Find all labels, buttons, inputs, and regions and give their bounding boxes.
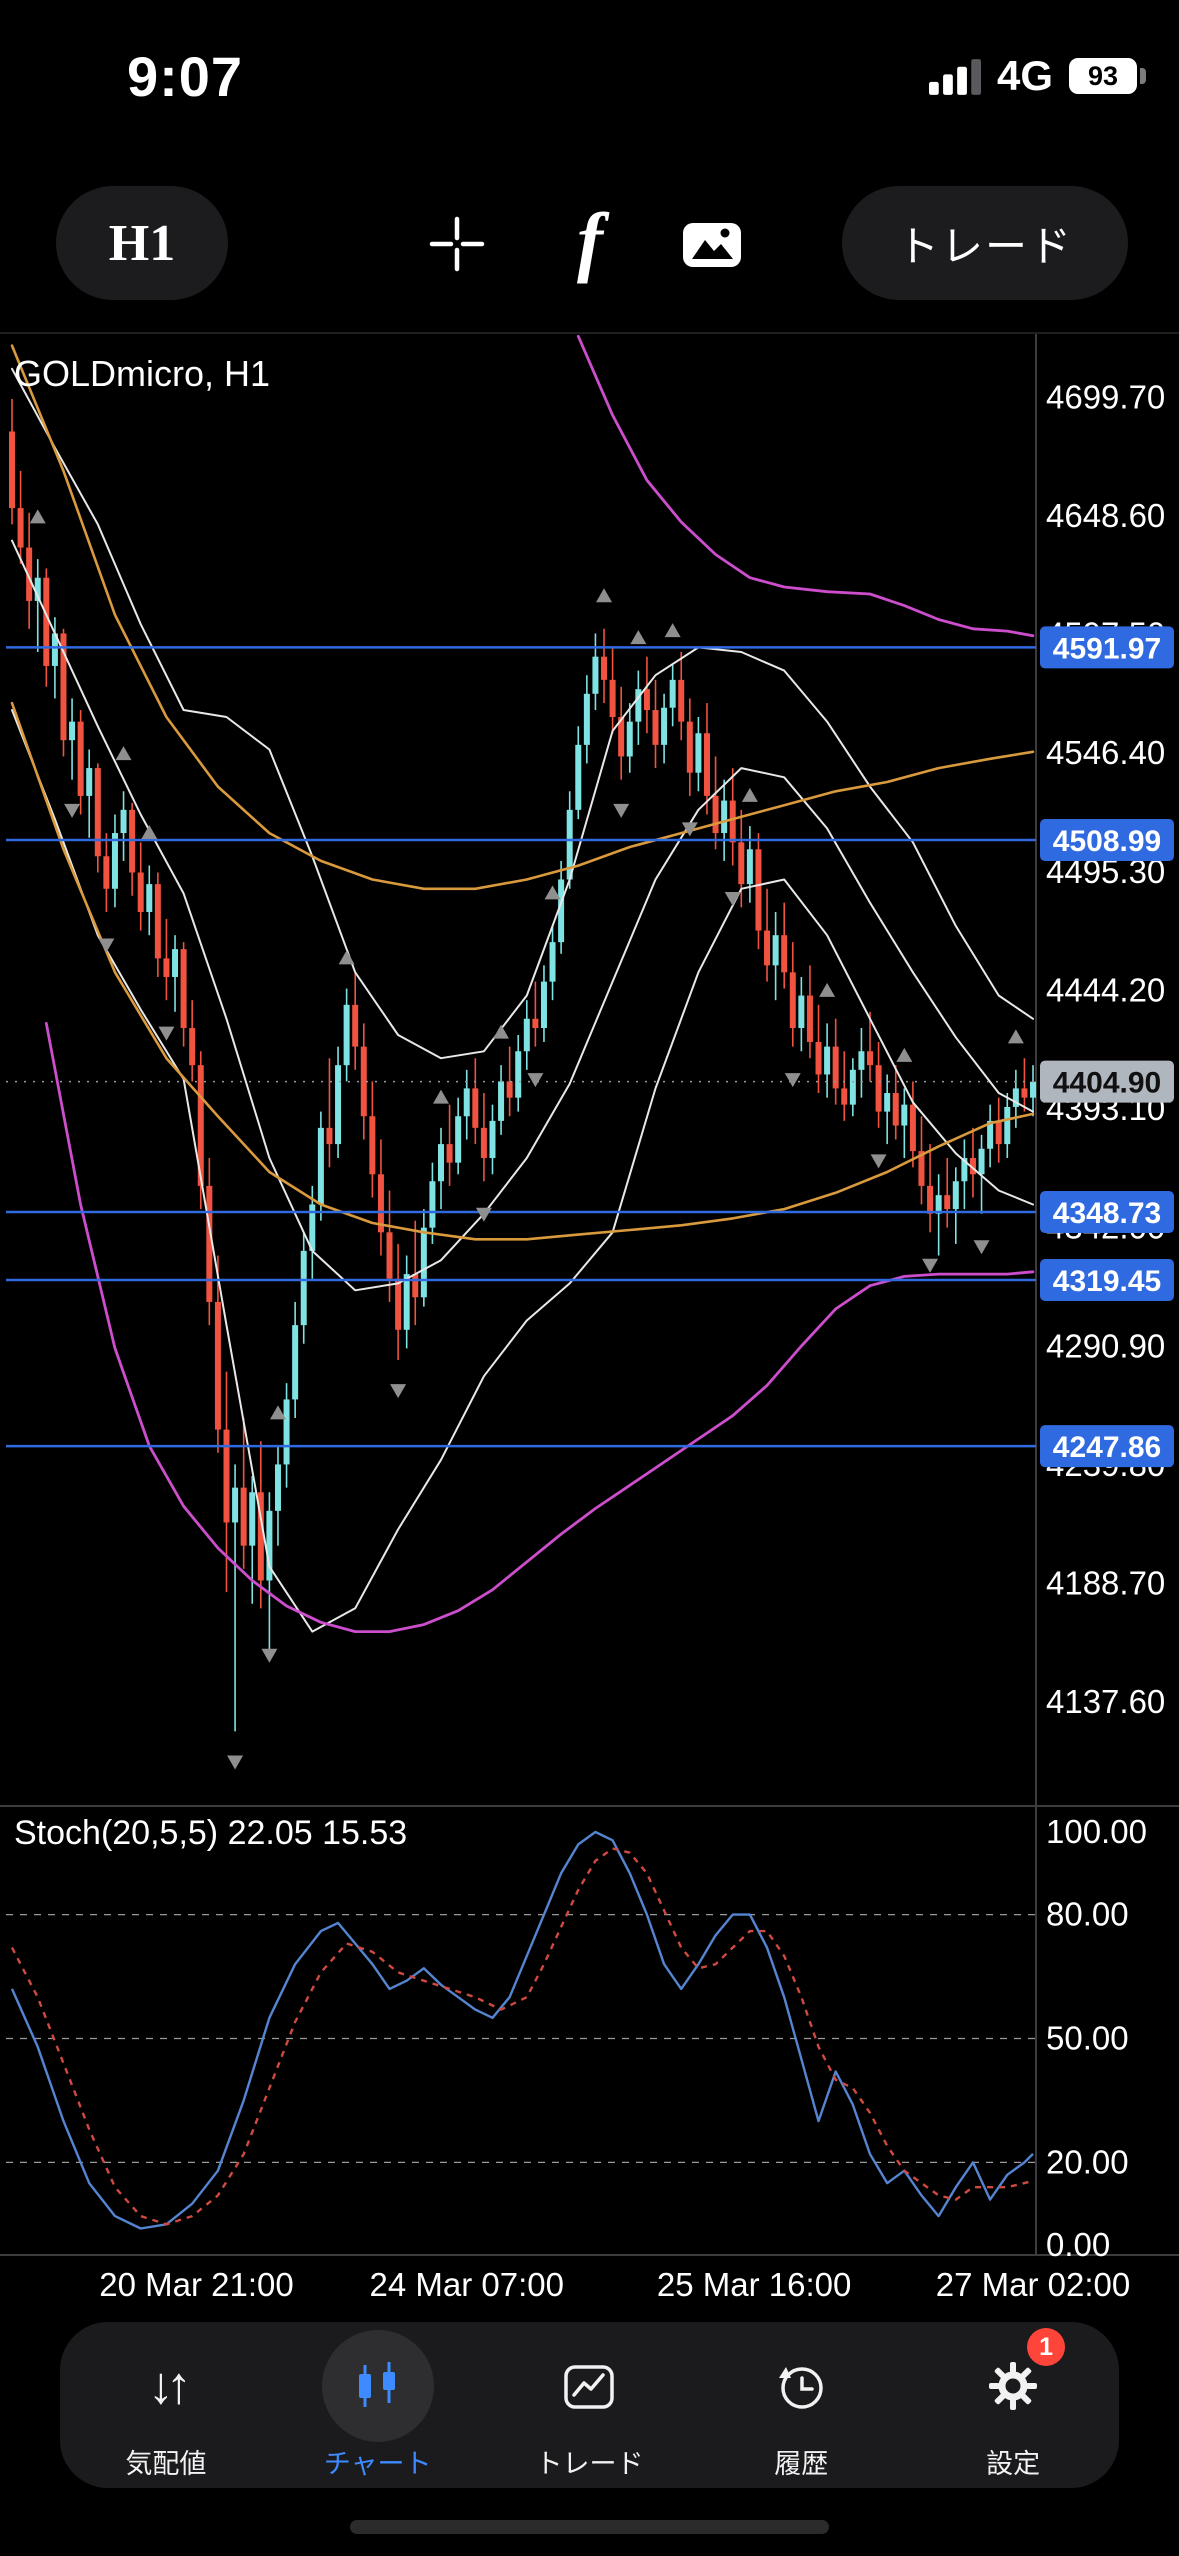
network-type-label: 4G [996,52,1053,99]
chart-title: GOLDmicro, H1 [14,353,270,394]
price-level-lines [6,646,1036,1448]
home-indicator[interactable] [350,2520,829,2534]
svg-text:4348.73: 4348.73 [1053,1197,1161,1230]
indicator-lines [10,334,1035,1633]
svg-text:4508.99: 4508.99 [1053,825,1161,858]
envelope-upper-magenta [576,334,1035,638]
svg-text:0.00: 0.00 [1046,2226,1110,2263]
svg-text:27 Mar 02:00: 27 Mar 02:00 [936,2266,1130,2303]
battery-nub [1140,68,1146,84]
nav-item-settings[interactable]: 1 設定 [907,2322,1119,2488]
band-middle-white [11,539,1034,1292]
quotes-icon: ↓↑ [147,2357,192,2415]
battery-percent: 93 [1087,60,1119,91]
nav-label-trade: トレード [535,2449,644,2479]
nav-item-chart[interactable]: チャート [272,2322,484,2488]
timeframe-button[interactable]: H1 [56,186,228,300]
svg-text:4319.45: 4319.45 [1053,1265,1161,1298]
svg-text:20 Mar 21:00: 20 Mar 21:00 [99,2266,293,2303]
svg-text:GOLDmicro, H1: GOLDmicro, H1 [14,353,270,394]
trade-button-label: トレード [896,222,1073,270]
nav-item-quotes[interactable]: ↓↑ 気配値 [60,2322,272,2488]
bottom-nav: ↓↑ 気配値 チャート トレード [60,2322,1119,2488]
settings-icon [989,2362,1038,2410]
svg-text:80.00: 80.00 [1046,1896,1129,1933]
stoch-panel: 100.00 80.00 50.00 20.00 0.00 Stoch(20,5,5) 2… [6,1813,1147,2263]
nav-label-settings: 設定 [986,2449,1041,2479]
chart-tab-icon [358,2362,395,2407]
svg-text:4699.70: 4699.70 [1046,378,1165,415]
svg-text:4546.40: 4546.40 [1046,734,1165,771]
svg-text:25 Mar 16:00: 25 Mar 16:00 [657,2266,851,2303]
envelope-lower-magenta [44,1022,1035,1633]
function-indicators-icon[interactable]: f [577,197,603,284]
svg-text:50.00: 50.00 [1046,2020,1129,2057]
svg-text:4444.20: 4444.20 [1046,971,1165,1008]
nav-item-trade[interactable]: トレード [484,2322,696,2488]
svg-text:4648.60: 4648.60 [1046,497,1165,534]
band-upper-white [11,367,1034,1060]
battery-icon: 93 [1069,58,1146,94]
status-time: 9:07 [126,45,244,108]
nav-item-history[interactable]: 履歴 [695,2322,907,2488]
fractal-markers [29,509,1024,1770]
trade-button[interactable]: トレード [842,186,1128,300]
nav-label-history: 履歴 [774,2449,829,2479]
toolbar-divider [0,332,1179,334]
svg-text:4290.90: 4290.90 [1046,1327,1165,1364]
svg-text:20.00: 20.00 [1046,2143,1129,2180]
objects-icon[interactable] [682,220,742,270]
svg-text:4137.60: 4137.60 [1046,1683,1165,1720]
time-axis: 20 Mar 21:00 24 Mar 07:00 25 Mar 16:00 27 M… [99,2266,1130,2303]
nav-label-quotes: 気配値 [125,2449,207,2479]
svg-text:4404.90: 4404.90 [1053,1067,1161,1100]
envelope-lower-orange [10,701,1035,1241]
crosshair-icon[interactable] [425,212,489,276]
settings-badge: 1 [1027,2328,1066,2366]
svg-text:24 Mar 07:00: 24 Mar 07:00 [370,2266,564,2303]
cellular-signal-icon [928,58,981,95]
band-lower-white [11,709,1034,1633]
price-axis: 4699.704648.604597.504546.404495.304444.… [1046,378,1165,1720]
svg-text:4591.97: 4591.97 [1053,632,1161,665]
status-bar: 9:07 4G 93 [0,40,1179,112]
svg-text:4247.86: 4247.86 [1053,1431,1161,1464]
envelope-upper-orange [10,344,1035,891]
trade-tab-icon [564,2365,615,2409]
nav-label-chart: チャート [323,2449,432,2479]
price-badges: 4591.97 4508.99 4348.73 4319.45 4247.86 4404.… [1040,626,1174,1468]
history-icon [779,2367,824,2409]
timeframe-label: H1 [108,214,176,272]
svg-text:4188.70: 4188.70 [1046,1565,1165,1602]
chart-frame [0,334,1179,2256]
svg-text:Stoch(20,5,5) 22.05 15.53: Stoch(20,5,5) 22.05 15.53 [14,1814,407,1852]
svg-text:100.00: 100.00 [1046,1813,1147,1850]
